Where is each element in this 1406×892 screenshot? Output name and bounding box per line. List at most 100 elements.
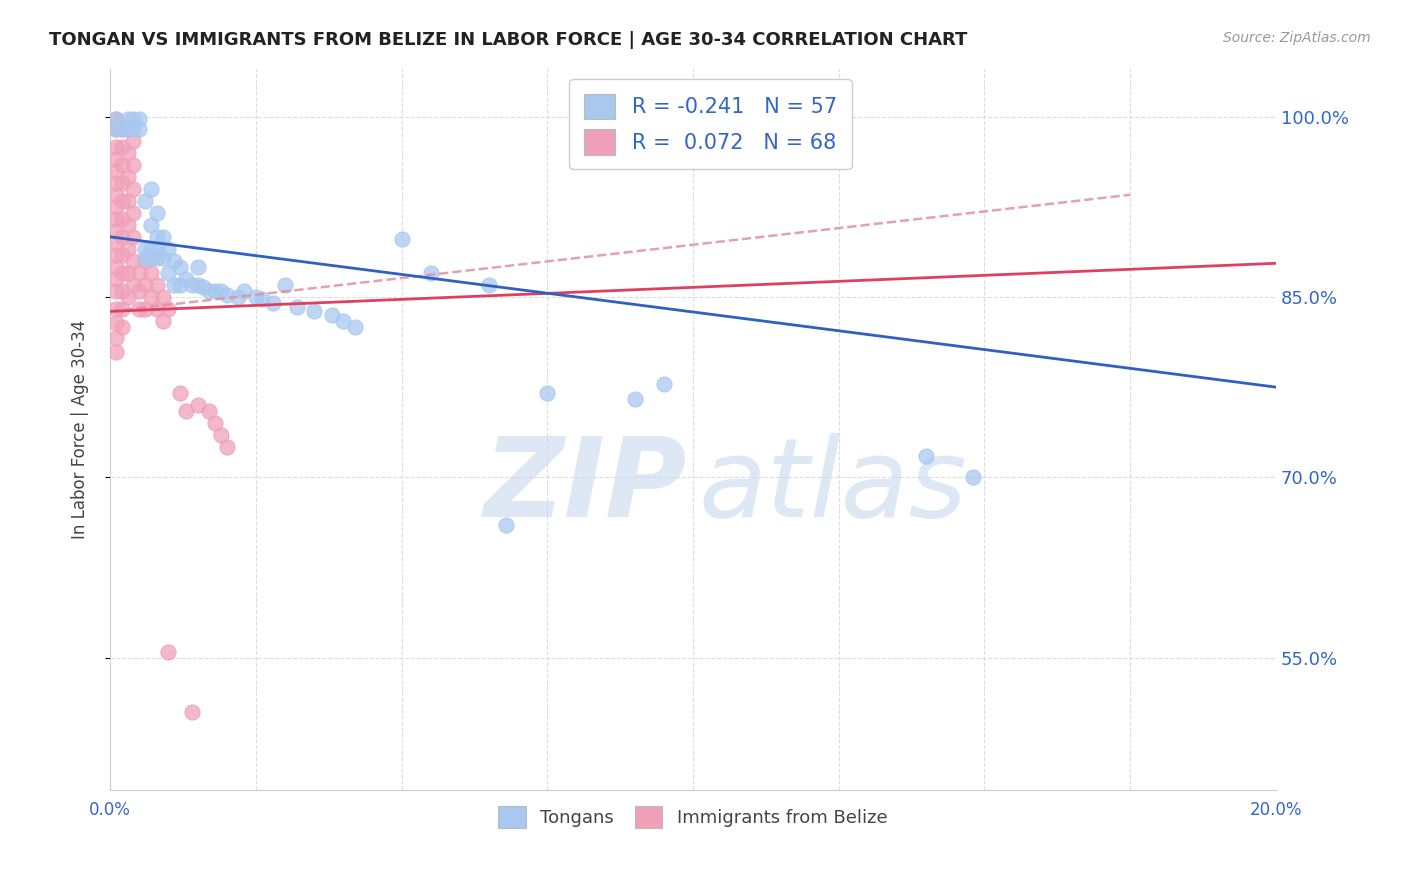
Text: ZIP: ZIP: [484, 434, 688, 541]
Point: [104, 224, 127, 238]
Point: [111, 121, 134, 136]
Point: [145, 230, 167, 244]
Point: [186, 398, 208, 412]
Point: [139, 218, 162, 232]
Point: [128, 266, 150, 280]
Point: [104, 235, 127, 250]
Point: [104, 317, 127, 331]
Point: [104, 301, 127, 316]
Point: [117, 194, 139, 208]
Point: [117, 145, 139, 160]
Point: [169, 260, 191, 274]
Point: [274, 277, 297, 292]
Point: [623, 392, 645, 406]
Point: [117, 121, 139, 136]
Point: [139, 252, 162, 266]
Point: [122, 158, 145, 172]
Point: [134, 301, 156, 316]
Point: [321, 308, 343, 322]
Point: [186, 277, 208, 292]
Point: [104, 211, 127, 226]
Point: [111, 194, 134, 208]
Point: [111, 139, 134, 153]
Point: [134, 242, 156, 256]
Point: [122, 112, 145, 126]
Point: [104, 112, 127, 126]
Point: [180, 277, 202, 292]
Point: [145, 242, 167, 256]
Point: [478, 277, 501, 292]
Point: [145, 277, 167, 292]
Point: [204, 284, 226, 298]
Point: [332, 314, 354, 328]
Point: [145, 206, 167, 220]
Point: [117, 290, 139, 304]
Point: [111, 211, 134, 226]
Point: [215, 440, 238, 454]
Point: [111, 230, 134, 244]
Point: [152, 252, 174, 266]
Point: [174, 404, 197, 418]
Point: [117, 242, 139, 256]
Point: [122, 134, 145, 148]
Point: [145, 301, 167, 316]
Point: [104, 121, 127, 136]
Point: [128, 284, 150, 298]
Point: [343, 320, 366, 334]
Point: [198, 284, 221, 298]
Point: [228, 290, 250, 304]
Point: [104, 248, 127, 262]
Point: [163, 253, 186, 268]
Point: [117, 169, 139, 184]
Point: [652, 376, 675, 391]
Point: [111, 284, 134, 298]
Text: Source: ZipAtlas.com: Source: ZipAtlas.com: [1223, 31, 1371, 45]
Point: [104, 112, 127, 126]
Point: [536, 386, 558, 401]
Point: [209, 284, 232, 298]
Text: atlas: atlas: [699, 434, 967, 541]
Point: [262, 296, 284, 310]
Point: [145, 252, 167, 266]
Point: [285, 300, 308, 314]
Point: [139, 242, 162, 256]
Point: [111, 301, 134, 316]
Point: [104, 200, 127, 214]
Point: [152, 290, 174, 304]
Point: [157, 645, 180, 659]
Point: [128, 112, 150, 126]
Point: [302, 304, 325, 318]
Point: [419, 266, 441, 280]
Text: 20.0%: 20.0%: [1250, 801, 1302, 819]
Point: [111, 320, 134, 334]
Point: [104, 152, 127, 166]
Point: [186, 260, 208, 274]
Point: [104, 139, 127, 153]
Point: [104, 345, 127, 359]
Point: [122, 182, 145, 196]
Point: [104, 284, 127, 298]
Point: [391, 232, 413, 246]
Point: [163, 277, 186, 292]
Point: [139, 290, 162, 304]
Point: [122, 277, 145, 292]
Point: [245, 290, 267, 304]
Point: [117, 121, 139, 136]
Point: [111, 121, 134, 136]
Point: [157, 301, 180, 316]
Point: [174, 272, 197, 286]
Point: [157, 242, 180, 256]
Point: [104, 260, 127, 274]
Point: [104, 121, 127, 136]
Point: [122, 230, 145, 244]
Point: [152, 230, 174, 244]
Point: [134, 277, 156, 292]
Point: [962, 470, 984, 484]
Point: [198, 404, 221, 418]
Point: [915, 449, 938, 463]
Point: [134, 253, 156, 268]
Point: [250, 293, 273, 307]
Text: TONGAN VS IMMIGRANTS FROM BELIZE IN LABOR FORCE | AGE 30-34 CORRELATION CHART: TONGAN VS IMMIGRANTS FROM BELIZE IN LABO…: [49, 31, 967, 49]
Point: [117, 112, 139, 126]
Point: [104, 272, 127, 286]
